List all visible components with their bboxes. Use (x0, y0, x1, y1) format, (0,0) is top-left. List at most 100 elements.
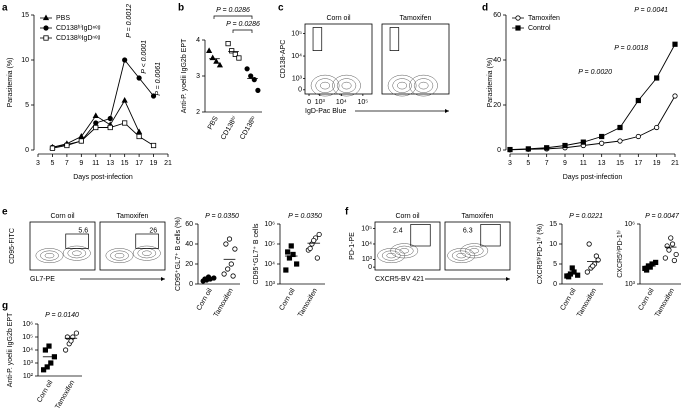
arrow-head (161, 277, 165, 281)
y-axis-label: Anti-P. yoelii IgG2b EPT (181, 38, 188, 113)
contour (413, 78, 434, 93)
plot-frame (381, 23, 450, 95)
marker (226, 236, 233, 242)
marker (44, 364, 50, 370)
marker (49, 145, 56, 151)
marker (230, 273, 236, 279)
y-tick-label: 10⁴ (22, 347, 33, 354)
column-label: Corn oil (395, 213, 420, 220)
marker (617, 124, 623, 131)
gate-value: 2.4 (393, 227, 403, 234)
x-tick-label: 9 (563, 160, 567, 167)
marker (283, 267, 289, 273)
x-tick-label: 10⁵ (358, 99, 369, 106)
x-tick-label: Tamoxifen (213, 287, 235, 318)
annotation: P = 0.0012 (126, 4, 133, 38)
panel-letter: f (345, 207, 349, 218)
x-tick-label: 21 (164, 160, 172, 167)
marker (93, 124, 99, 131)
gate (480, 224, 501, 247)
marker (232, 51, 238, 58)
marker (46, 343, 52, 349)
contour (460, 243, 489, 259)
y-tick-label: 10⁴ (264, 261, 275, 268)
y-tick-label: 20 (493, 102, 501, 109)
x-tick-label: 7 (545, 160, 549, 167)
y-tick-label: 2 (196, 109, 200, 116)
x-tick-label: 13 (598, 160, 606, 167)
contour (381, 250, 401, 261)
marker (255, 87, 261, 94)
annotation: P = 0.0286 (226, 21, 260, 28)
contour (387, 74, 417, 97)
contour (114, 252, 125, 259)
x-axis-label: Days post-infection (73, 174, 133, 181)
marker (232, 246, 238, 252)
marker (654, 124, 660, 131)
panel-letter: b (178, 3, 184, 14)
x-tick-label: 13 (106, 160, 114, 167)
marker (566, 274, 572, 280)
x-tick-label: Corn oil (36, 379, 54, 404)
x-axis-label: CXCR5-BV 421 (375, 276, 424, 283)
marker (586, 241, 592, 247)
x-tick-label: 10⁴ (336, 99, 347, 106)
annotation: P = 0.0018 (614, 45, 648, 52)
x-tick-label: 15 (121, 160, 129, 167)
gate-value: 5.6 (78, 227, 88, 234)
legend-label: CD138ˡᵒIgDⁿᵉᵍ (56, 35, 101, 42)
marker (654, 75, 660, 81)
marker (136, 133, 142, 140)
marker (644, 267, 650, 273)
y-tick-label: 10⁴ (361, 241, 372, 248)
marker (229, 48, 235, 54)
y-tick-label: 0 (25, 147, 29, 154)
annotation: P = 0.0350 (288, 213, 322, 220)
marker (122, 57, 128, 63)
x-tick-label: 17 (135, 160, 143, 167)
marker (78, 133, 85, 139)
contour (336, 78, 357, 93)
plot-frame (304, 23, 373, 95)
annotation: P = 0.0061 (155, 62, 162, 96)
y-tick-label: 10⁵ (22, 334, 33, 341)
y-axis-label: CD138-APC (280, 40, 287, 79)
plot-frame (99, 221, 166, 271)
marker (580, 139, 586, 145)
marker (672, 93, 678, 99)
y-tick-label: 60 (493, 12, 501, 19)
marker (41, 367, 47, 373)
x-tick-label: 7 (65, 160, 69, 167)
contour (469, 248, 480, 254)
series-line (509, 95, 676, 151)
marker (288, 243, 294, 249)
contour (341, 81, 352, 90)
marker (43, 35, 49, 41)
marker (228, 261, 234, 267)
marker (236, 55, 242, 61)
marker (285, 249, 291, 255)
marker (42, 14, 50, 21)
y-tick-label: 40 (493, 57, 501, 64)
legend-label: PBS (56, 15, 70, 22)
y-tick-label: 10 (549, 241, 557, 248)
marker (647, 264, 653, 270)
y-tick-label: 15 (549, 221, 557, 228)
marker (248, 73, 254, 79)
marker (507, 146, 513, 153)
gate (410, 224, 431, 247)
marker (122, 120, 128, 126)
x-tick-label: CD138ʰⁱ (219, 115, 239, 141)
y-tick-label: 0 (553, 281, 557, 288)
gate (389, 27, 400, 51)
x-tick-label: CD138ˡᵒ (239, 115, 258, 141)
panel-letter: a (2, 3, 8, 14)
annotation: P = 0.0047 (645, 213, 680, 220)
marker (515, 25, 521, 31)
marker (653, 259, 659, 266)
y-tick-label: 10⁶ (624, 221, 635, 228)
x-tick-label: 0 (307, 99, 311, 106)
marker (311, 237, 317, 244)
panel-letter: g (2, 301, 8, 312)
y-tick-label: 3 (196, 73, 200, 80)
